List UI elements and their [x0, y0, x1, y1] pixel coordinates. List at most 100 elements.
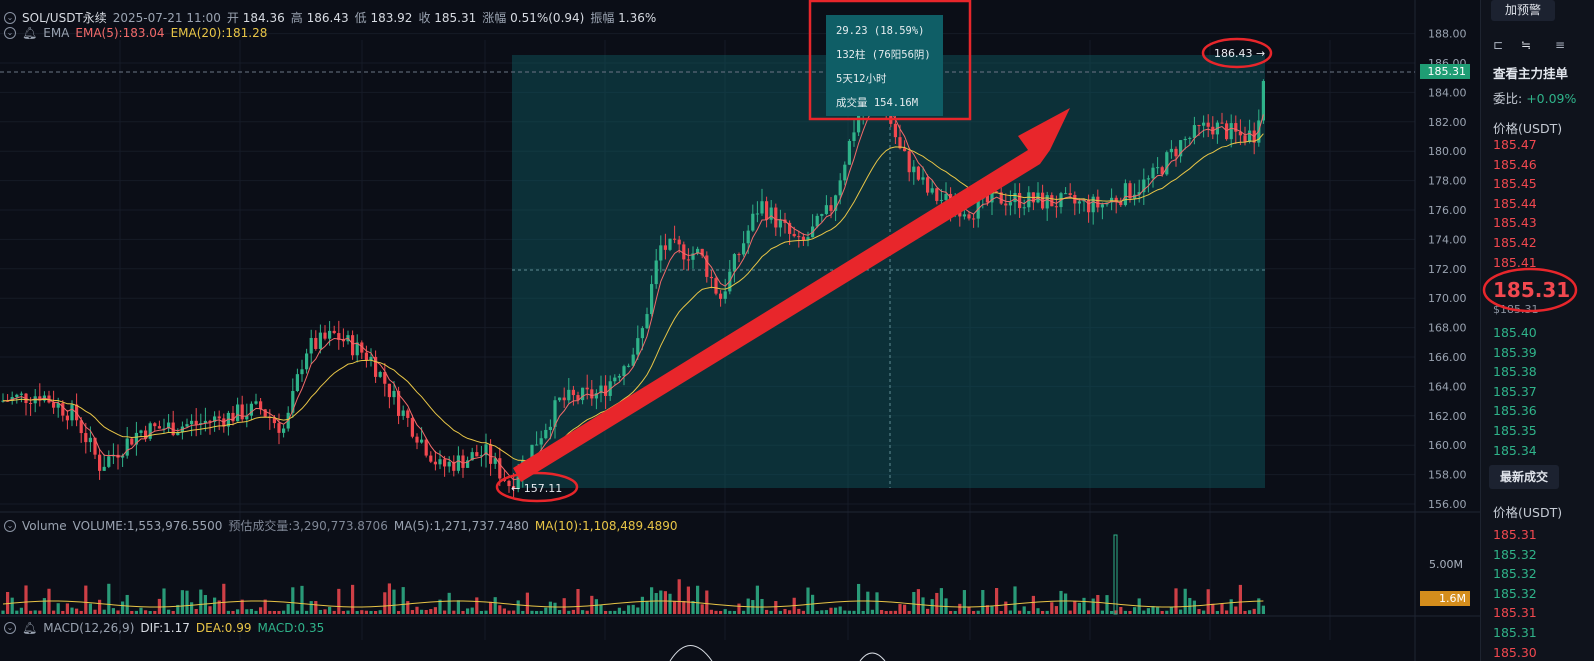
ask-price-row[interactable]: 185.43 [1493, 215, 1537, 231]
volume-bar [728, 610, 732, 614]
volume-bar [797, 608, 801, 614]
volume-bar [337, 588, 341, 614]
orderbook-view-icon[interactable]: ⊏ [1493, 38, 1504, 52]
collapse-icon[interactable]: ⌄ [4, 11, 16, 24]
candle-body [295, 374, 299, 392]
trade-price-row[interactable]: 185.31 [1493, 625, 1537, 640]
trade-price-row[interactable]: 185.31 [1493, 605, 1537, 621]
candle-body [769, 207, 773, 220]
candle-body [447, 461, 451, 467]
symbol-name[interactable]: SOL/USDT永续 [22, 11, 107, 25]
trades-header: 价格(USDT) [1493, 505, 1563, 520]
volume-bar [1248, 610, 1252, 614]
kline-chart[interactable]: 188.00186.00184.00182.00180.00178.00176.… [0, 0, 1480, 661]
ask-price-row[interactable]: 185.41 [1493, 254, 1537, 270]
candle-body [967, 214, 971, 219]
candle-body [1142, 179, 1146, 193]
bid-price-row[interactable]: 185.37 [1493, 383, 1537, 399]
candle-body [622, 366, 626, 377]
volume-bar [79, 610, 83, 614]
candle-body [636, 338, 640, 355]
add-alert-button[interactable]: 加预警 [1491, 0, 1555, 21]
candle-body [677, 239, 681, 245]
trade-price-row[interactable]: 185.31 [1493, 527, 1537, 542]
trade-price-row[interactable]: 185.30 [1493, 644, 1537, 660]
change-label: 涨幅 [482, 11, 507, 25]
trade-price-row[interactable]: 185.32 [1493, 585, 1537, 601]
candle-body [1114, 197, 1118, 203]
ask-price-row[interactable]: 185.45 [1493, 176, 1537, 192]
volume-bar [1077, 602, 1081, 614]
volume-bar [512, 610, 516, 614]
candle-body [254, 401, 258, 404]
bid-price-row[interactable]: 185.39 [1493, 344, 1537, 360]
bell-icon[interactable]: 🔔︎ [22, 26, 38, 40]
collapse-icon[interactable]: ⌄ [4, 519, 16, 532]
collapse-icon[interactable]: ⌄ [4, 27, 16, 39]
bid-price-row[interactable]: 185.38 [1493, 364, 1537, 380]
volume-bar [571, 609, 575, 614]
candle-body [203, 420, 207, 424]
volume-bar [604, 610, 608, 614]
low-label: 低 [354, 11, 367, 25]
latest-trades-tab[interactable]: 最新成交 [1489, 465, 1559, 489]
volume-bar [157, 598, 161, 614]
trade-price-row[interactable]: 185.32 [1493, 566, 1537, 582]
candle-body [1018, 192, 1022, 209]
ask-price-row[interactable]: 185.44 [1493, 195, 1537, 211]
candle-body [553, 400, 557, 427]
candle-body [516, 476, 520, 490]
candle-body [360, 342, 364, 353]
candle-body [824, 205, 828, 215]
candle-body [240, 404, 244, 420]
bid-price-row[interactable]: 185.34 [1493, 442, 1537, 458]
ask-price-row[interactable]: 185.42 [1493, 235, 1537, 250]
volume-bar [121, 601, 125, 614]
orderbook-bids-icon[interactable]: ≒ [1521, 38, 1532, 52]
candle-body [401, 410, 405, 416]
candle-body [1008, 202, 1012, 206]
bid-price-row[interactable]: 185.36 [1493, 403, 1537, 419]
volume-bar [502, 608, 506, 614]
volume-bar [1036, 608, 1040, 614]
volume-bar [985, 605, 989, 614]
volume-bar [176, 604, 180, 614]
candle-body [364, 352, 368, 361]
volume-bar [990, 605, 994, 614]
volume-bar [318, 609, 322, 614]
volume-bar [374, 611, 378, 614]
candle-body [475, 452, 479, 457]
volume-bar [180, 590, 184, 614]
candle-body [594, 393, 598, 399]
ask-price-row[interactable]: 185.47 [1493, 137, 1537, 152]
bid-price-row[interactable]: 185.35 [1493, 423, 1537, 438]
candle-body [599, 385, 603, 394]
volume-bar [75, 608, 79, 614]
bell-icon[interactable]: 🔔︎ [22, 621, 38, 635]
price-axis-label: 176.00 [1428, 204, 1467, 217]
price-axis-label: 178.00 [1428, 175, 1467, 188]
volume-bar [558, 610, 562, 614]
volume-bar [774, 601, 778, 614]
candle-body [429, 455, 433, 462]
orderbook-asks-icon[interactable]: ≡ [1555, 38, 1566, 52]
main-orders-link[interactable]: 查看主力挂单 [1493, 66, 1569, 81]
annotation-circle-high [1201, 37, 1273, 69]
candle-body [585, 387, 589, 390]
volume-bar [52, 610, 56, 614]
volume-bar [470, 607, 474, 614]
trade-price-row[interactable]: 185.32 [1493, 546, 1537, 562]
chart-canvas[interactable]: 188.00186.00184.00182.00180.00178.00176.… [0, 0, 1480, 661]
candle-body [479, 455, 483, 457]
ask-price-row[interactable]: 185.46 [1493, 156, 1537, 172]
bid-price-row[interactable]: 185.40 [1493, 325, 1537, 340]
candle-body [383, 372, 387, 384]
volume-axis-tick: 5.00M [1429, 558, 1463, 571]
candle-body [700, 248, 704, 256]
candle-body [410, 417, 414, 437]
measure-box [512, 55, 1265, 488]
volume-bar [769, 610, 773, 614]
collapse-icon[interactable]: ⌄ [4, 622, 16, 634]
volume-bar [1243, 610, 1247, 614]
candle-body [29, 402, 33, 404]
